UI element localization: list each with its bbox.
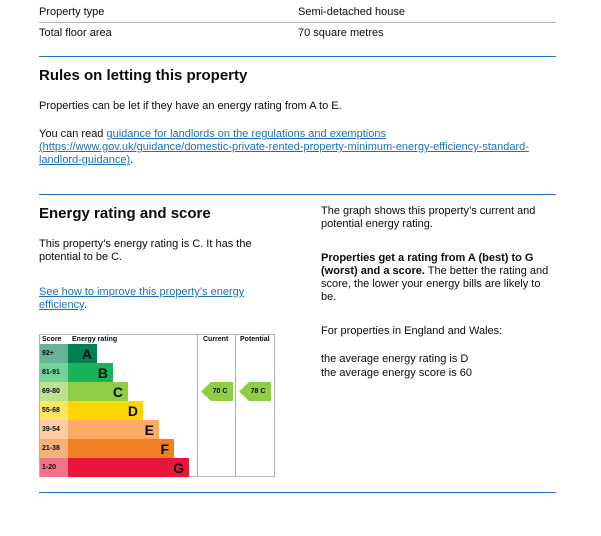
energy-heading: Energy rating and score [39,205,211,222]
score-range-E: 39-54 [40,420,68,439]
current-rating-arrow: 70 C [201,382,233,401]
floor-area-value: 70 square metres [298,27,384,39]
energy-rating-chart: Score Energy rating Current Potential 92… [39,334,275,477]
header-score: Score [42,336,62,343]
header-current: Current [203,336,229,343]
average-rating: the average energy rating is D [321,353,469,365]
property-type-label: Property type [39,6,105,18]
header-potential: Potential [240,336,270,343]
guidance-link[interactable]: guidance for landlords on the regulation… [39,128,529,166]
score-range-C: 69-80 [40,382,68,401]
rating-bar-C: C [68,382,128,401]
energy-rating-text: This property’s energy rating is C. It h… [39,238,252,263]
rating-bar-B: B [68,363,113,382]
rating-bar-D: D [68,401,143,420]
rules-guidance: You can read guidance for landlords on t… [39,128,554,167]
divider [39,194,556,195]
graph-description: The graph shows this property’s current … [321,205,536,230]
score-range-B: 81-91 [40,363,68,382]
property-type-value: Semi-detached house [298,6,406,18]
divider [39,22,556,23]
score-range-F: 21-38 [40,439,68,458]
divider [39,56,556,57]
header-energy-rating: Energy rating [72,336,118,343]
column-divider [235,335,236,476]
improve-link[interactable]: See how to improve this property’s energ… [39,286,245,311]
rating-explanation: Properties get a rating from A (best) to… [321,252,549,303]
england-wales-text: For properties in England and Wales: [321,325,503,337]
floor-area-label: Total floor area [39,27,112,39]
rating-bar-G: G [68,458,189,477]
column-divider [197,335,198,476]
rating-bar-A: A [68,344,97,363]
average-score: the average energy score is 60 [321,367,473,379]
improve-text: See how to improve this property’s energ… [39,286,245,311]
text: You can read [39,128,107,140]
text: . [130,154,134,166]
potential-rating-arrow: 78 C [239,382,271,401]
divider [39,492,556,493]
rating-bar-E: E [68,420,159,439]
score-range-A: 92+ [40,344,68,363]
rules-heading: Rules on letting this property [39,67,248,84]
score-range-G: 1-20 [40,458,68,477]
score-range-D: 55-68 [40,401,68,420]
rules-text: Properties can be let if they have an en… [39,100,342,112]
rating-bar-F: F [68,439,174,458]
